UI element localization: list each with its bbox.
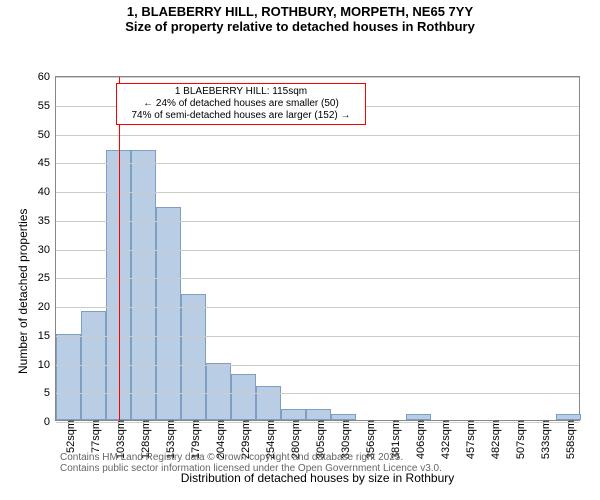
x-category: 204sqm bbox=[206, 77, 231, 420]
x-category: 153sqm bbox=[156, 77, 181, 420]
x-category: 254sqm bbox=[256, 77, 281, 420]
plot-area: 52sqm77sqm103sqm128sqm153sqm179sqm204sqm… bbox=[55, 76, 580, 421]
x-tick-label: 482sqm bbox=[486, 420, 502, 459]
gridline bbox=[56, 393, 579, 394]
gridline bbox=[56, 163, 579, 164]
y-tick-label: 5 bbox=[44, 387, 56, 399]
x-category: 406sqm bbox=[406, 77, 431, 420]
property-annotation: 1 BLAEBERRY HILL: 115sqm← 24% of detache… bbox=[116, 83, 366, 125]
bar bbox=[131, 150, 156, 420]
x-category: 533sqm bbox=[531, 77, 556, 420]
bar bbox=[231, 374, 256, 420]
footer-line-2: Contains public sector information licen… bbox=[60, 463, 442, 474]
gridline bbox=[56, 77, 579, 78]
y-tick-label: 45 bbox=[38, 157, 56, 169]
bar bbox=[156, 207, 181, 420]
x-category: 229sqm bbox=[231, 77, 256, 420]
x-tick-label: 507sqm bbox=[511, 420, 527, 459]
bar bbox=[56, 334, 81, 420]
gridline bbox=[56, 307, 579, 308]
footer-line-1: Contains HM Land Registry data © Crown c… bbox=[60, 452, 442, 463]
x-category: 507sqm bbox=[506, 77, 531, 420]
y-axis-label: Number of detached properties bbox=[16, 209, 30, 374]
gridline bbox=[56, 135, 579, 136]
x-category: 179sqm bbox=[181, 77, 206, 420]
y-tick-label: 20 bbox=[38, 301, 56, 313]
bars-container: 52sqm77sqm103sqm128sqm153sqm179sqm204sqm… bbox=[56, 77, 579, 420]
footer-attribution: Contains HM Land Registry data © Crown c… bbox=[60, 452, 442, 474]
y-tick-label: 25 bbox=[38, 272, 56, 284]
y-tick-label: 60 bbox=[38, 71, 56, 83]
bar bbox=[256, 386, 281, 421]
y-tick-label: 55 bbox=[38, 100, 56, 112]
chart-titles: 1, BLAEBERRY HILL, ROTHBURY, MORPETH, NE… bbox=[0, 0, 600, 34]
gridline bbox=[56, 250, 579, 251]
gridline bbox=[56, 221, 579, 222]
annotation-line-2: ← 24% of detached houses are smaller (50… bbox=[121, 98, 361, 110]
x-category: 356sqm bbox=[356, 77, 381, 420]
gridline bbox=[56, 336, 579, 337]
title-main: 1, BLAEBERRY HILL, ROTHBURY, MORPETH, NE… bbox=[0, 4, 600, 19]
x-tick-label: 77sqm bbox=[86, 420, 102, 453]
y-tick-label: 0 bbox=[44, 416, 56, 428]
x-category: 432sqm bbox=[431, 77, 456, 420]
x-category: 457sqm bbox=[456, 77, 481, 420]
bar bbox=[306, 409, 331, 421]
annotation-line-3: 74% of semi-detached houses are larger (… bbox=[121, 110, 361, 122]
x-category: 77sqm bbox=[81, 77, 106, 420]
title-sub: Size of property relative to detached ho… bbox=[0, 19, 600, 34]
gridline bbox=[56, 192, 579, 193]
x-tick-label: 533sqm bbox=[536, 420, 552, 459]
y-tick-label: 50 bbox=[38, 129, 56, 141]
x-category: 558sqm bbox=[556, 77, 581, 420]
annotation-line-1: 1 BLAEBERRY HILL: 115sqm bbox=[121, 86, 361, 98]
x-category: 330sqm bbox=[331, 77, 356, 420]
gridline bbox=[56, 278, 579, 279]
x-category: 305sqm bbox=[306, 77, 331, 420]
gridline bbox=[56, 422, 579, 423]
x-tick-label: 558sqm bbox=[561, 420, 577, 459]
property-marker-line bbox=[119, 77, 120, 420]
x-category: 482sqm bbox=[481, 77, 506, 420]
x-category: 52sqm bbox=[56, 77, 81, 420]
y-tick-label: 15 bbox=[38, 330, 56, 342]
x-tick-label: 457sqm bbox=[461, 420, 477, 459]
y-tick-label: 35 bbox=[38, 215, 56, 227]
bar bbox=[281, 409, 306, 421]
x-category: 280sqm bbox=[281, 77, 306, 420]
x-category: 381sqm bbox=[381, 77, 406, 420]
x-tick-label: 52sqm bbox=[61, 420, 77, 453]
y-tick-label: 40 bbox=[38, 186, 56, 198]
bar bbox=[206, 363, 231, 421]
y-tick-label: 10 bbox=[38, 359, 56, 371]
x-category: 128sqm bbox=[131, 77, 156, 420]
y-tick-label: 30 bbox=[38, 244, 56, 256]
gridline bbox=[56, 365, 579, 366]
bar bbox=[181, 294, 206, 421]
